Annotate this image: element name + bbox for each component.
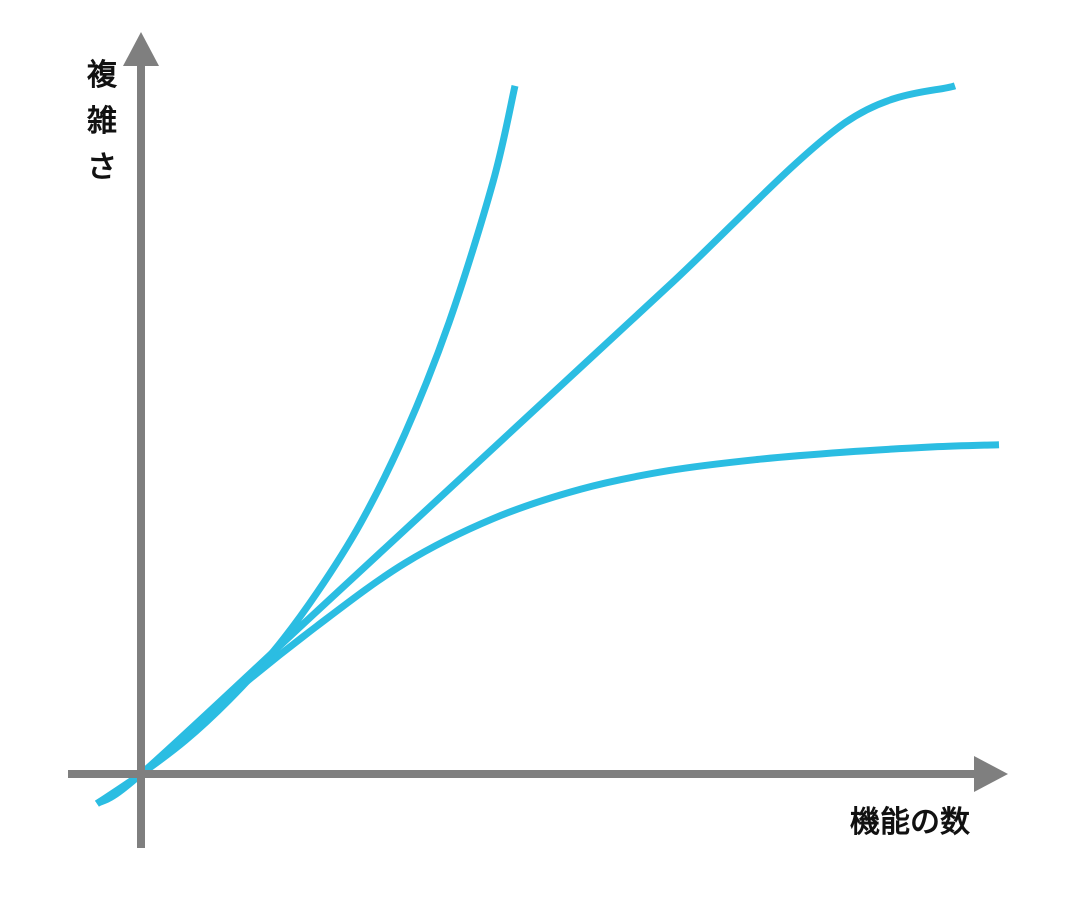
x-axis-arrowhead — [974, 756, 1008, 792]
y-axis-label-char: 複 — [87, 58, 118, 93]
y-axis-label-char: さ — [87, 150, 117, 185]
x-axis-label: 機能の数 — [850, 805, 971, 840]
y-axis-label: 複雑さ — [86, 58, 118, 185]
curves-group — [95, 82, 1000, 807]
y-axis-label-char: 雑 — [86, 104, 117, 139]
y-axis-arrowhead — [123, 32, 159, 66]
series-line-exponential — [95, 85, 519, 807]
series-line-saturating — [95, 441, 1000, 807]
